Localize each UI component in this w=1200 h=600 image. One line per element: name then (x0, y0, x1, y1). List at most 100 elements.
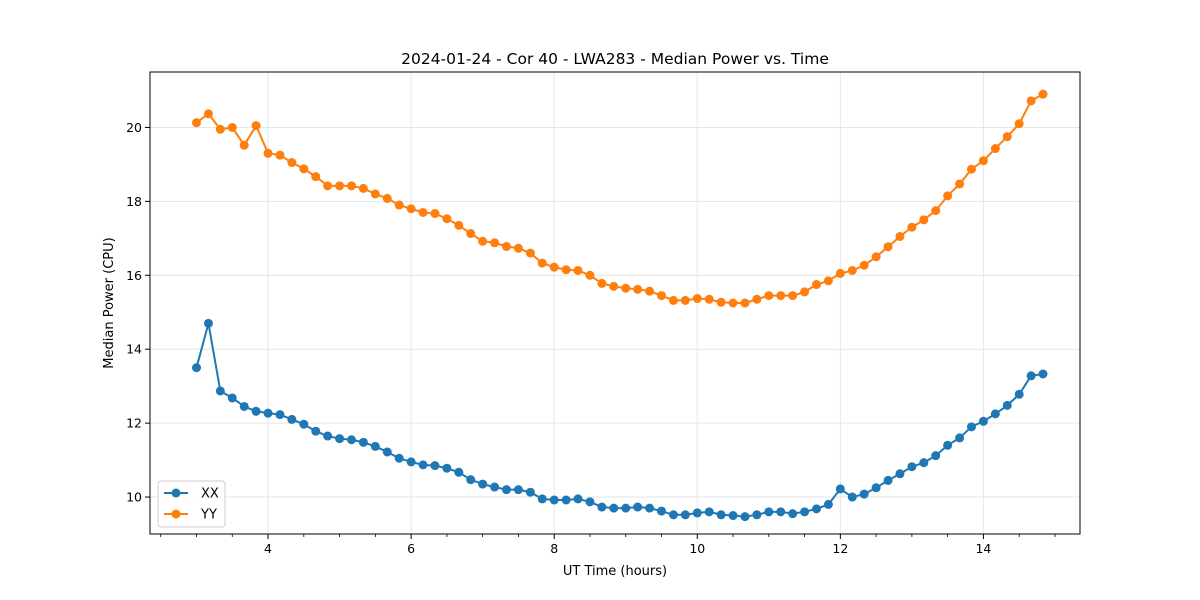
data-point-yy (966, 164, 976, 174)
data-point-xx (692, 508, 702, 518)
data-point-xx (680, 510, 690, 520)
data-point-yy (883, 242, 893, 252)
data-point-yy (382, 193, 392, 203)
data-point-yy (430, 209, 440, 219)
legend-marker-yy (171, 509, 181, 519)
data-point-yy (1014, 119, 1024, 129)
data-point-xx (740, 512, 750, 522)
data-point-yy (513, 243, 523, 253)
data-point-yy (537, 258, 547, 268)
series-line-yy (195, 93, 1044, 304)
data-point-xx (883, 475, 893, 485)
data-point-yy (1026, 96, 1036, 106)
data-point-yy (335, 181, 345, 191)
series-layer (192, 89, 1048, 522)
data-point-yy (752, 294, 762, 304)
data-point-xx (323, 431, 333, 441)
data-point-xx (621, 503, 631, 513)
data-point-yy (442, 214, 452, 224)
data-point-xx (513, 485, 523, 495)
legend[interactable]: XX YY (157, 480, 226, 528)
data-point-yy (394, 200, 404, 210)
data-point-yy (931, 206, 941, 216)
data-point-xx (847, 492, 857, 502)
data-point-yy (680, 295, 690, 305)
series-line-xx (195, 322, 1044, 518)
data-point-xx (561, 495, 571, 505)
legend-label-xx: XX (201, 487, 219, 502)
y-tick-label: 12 (126, 416, 142, 431)
data-point-yy (812, 280, 822, 290)
y-tick-label: 16 (126, 268, 142, 283)
ticks: 4 6 8 10 12 14 10 12 14 16 18 20 (126, 120, 1056, 556)
data-point-yy (978, 156, 988, 166)
data-point-yy (871, 252, 881, 262)
data-point-xx (823, 499, 833, 509)
data-point-xx (943, 440, 953, 450)
data-point-xx (263, 408, 273, 418)
data-point-xx (430, 461, 440, 471)
data-point-xx (358, 437, 368, 447)
data-point-yy (478, 236, 488, 246)
data-point-xx (251, 406, 261, 416)
data-point-yy (716, 297, 726, 307)
data-point-xx (442, 463, 452, 473)
data-point-yy (955, 179, 965, 189)
data-point-xx (978, 416, 988, 426)
data-point-yy (692, 294, 702, 304)
data-point-yy (275, 150, 285, 160)
data-point-xx (955, 433, 965, 443)
data-point-yy (501, 241, 511, 251)
data-point-yy (919, 215, 929, 225)
data-point-xx (728, 511, 738, 521)
data-point-xx (788, 509, 798, 519)
x-tick-label: 6 (407, 541, 415, 556)
data-point-yy (764, 291, 774, 301)
data-point-xx (287, 414, 297, 424)
data-point-yy (835, 268, 845, 278)
data-point-xx (919, 458, 929, 468)
y-axis-label: Median Power (CPU) (102, 237, 117, 368)
y-tick-label: 14 (126, 342, 142, 357)
data-point-yy (859, 260, 869, 270)
data-point-yy (203, 109, 213, 119)
plot-frame (149, 71, 1081, 535)
data-point-xx (347, 435, 357, 445)
data-point-xx (311, 426, 321, 436)
data-point-yy (585, 270, 595, 280)
data-point-yy (358, 183, 368, 193)
data-point-yy (895, 231, 905, 241)
data-point-yy (788, 291, 798, 301)
data-point-xx (370, 441, 380, 451)
data-point-yy (561, 265, 571, 275)
data-point-xx (239, 401, 249, 411)
data-point-xx (812, 504, 822, 514)
data-point-xx (859, 489, 869, 499)
x-tick-label: 14 (975, 541, 991, 556)
data-point-xx (645, 503, 655, 513)
data-point-yy (192, 118, 201, 128)
data-point-xx (1002, 400, 1012, 410)
data-point-xx (966, 422, 976, 432)
x-tick-label: 4 (264, 541, 272, 556)
data-point-yy (490, 238, 500, 248)
data-point-yy (645, 286, 655, 296)
data-point-yy (287, 158, 297, 168)
data-point-yy (418, 207, 428, 217)
data-point-yy (633, 284, 643, 294)
data-point-yy (311, 172, 321, 182)
series-yy (192, 89, 1048, 308)
data-point-yy (466, 229, 476, 239)
data-point-xx (704, 507, 714, 517)
data-point-yy (525, 248, 535, 258)
series-xx (192, 318, 1048, 522)
legend-marker-xx (171, 488, 181, 498)
data-point-yy (370, 189, 380, 199)
data-point-yy (943, 191, 953, 201)
data-point-yy (597, 278, 607, 288)
data-point-xx (501, 485, 511, 495)
data-point-xx (776, 507, 786, 517)
y-tick-label: 20 (126, 120, 142, 135)
y-tick-label: 18 (126, 194, 142, 209)
legend-label-yy: YY (200, 508, 217, 523)
